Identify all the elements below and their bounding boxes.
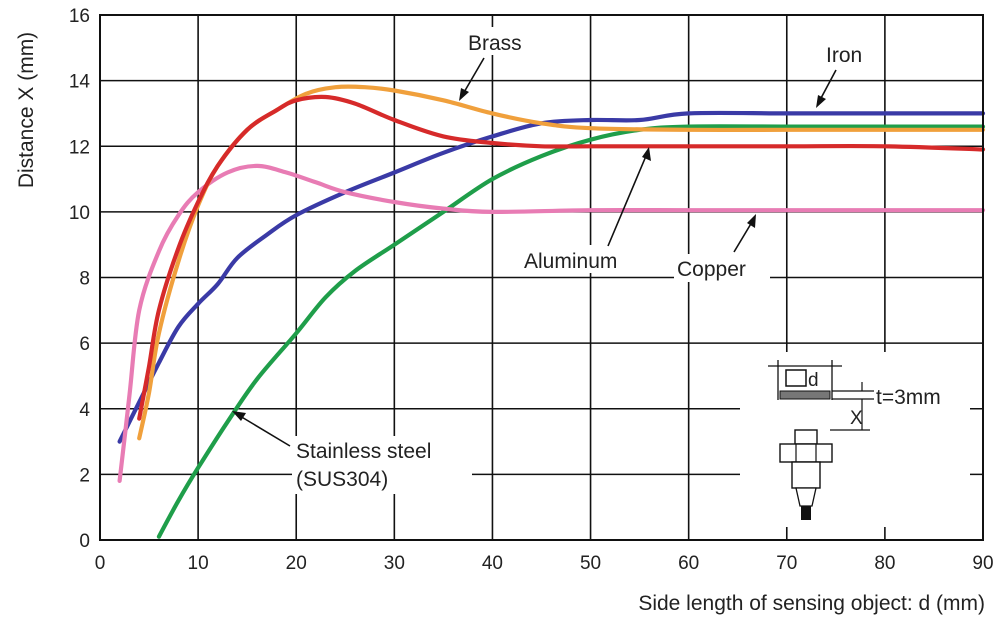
brass-leader [462,57,485,95]
stainless-label-line1: Stainless steel [296,440,431,463]
iron-label: Iron [826,44,862,67]
stainless-label-bg [292,436,472,494]
y-tick-label: 8 [79,269,90,290]
aluminum-leader [607,155,647,247]
copper-arrowhead [747,214,756,228]
t-label: t=3mm [876,386,941,409]
x-tick-label: 30 [384,553,405,574]
stainless-arrowhead [232,411,246,421]
y-tick-label: 2 [79,465,90,486]
y-tick-label: 14 [69,72,91,93]
x-dim-label: X [850,408,863,429]
y-tick-label: 4 [79,400,90,421]
y-axis-title: Distance X (mm) [15,32,38,188]
aluminum-label-bg [520,245,644,273]
annotations: Brass Iron Aluminum Copper Stainless ste… [232,27,878,494]
aluminum-arrowhead [642,147,651,161]
square-symbol [785,369,807,387]
sensor-nut [779,443,833,463]
x-axis-title: Side length of sensing object: d (mm) [638,592,985,615]
y-tick-label: 0 [79,531,90,552]
sensor-cable [801,506,811,520]
x-tick-label: 0 [95,553,106,574]
x-tick-label: 50 [580,553,601,574]
inset-background [740,352,970,527]
brass-label: Brass [468,32,522,55]
iron-arrowhead [816,95,826,108]
y-tick-label: 16 [69,6,90,27]
x-tick-label: 20 [286,553,307,574]
x-tick-label: 10 [188,553,209,574]
y-tick-label: 10 [69,203,90,224]
tick-labels: 0 10 20 30 40 50 60 70 80 90 0 2 4 6 8 10 12 14 16 [69,6,994,574]
brass-label-bg [465,27,537,55]
copper-curve [117,163,986,483]
aluminum-curve [137,94,986,421]
x-tick-label: 90 [972,553,993,574]
stainless-label-line2: (SUS304) [296,468,388,491]
stainless-leader [239,415,291,447]
sensor-body [791,461,821,489]
brass-curve [137,84,986,441]
brass-arrowhead [459,88,469,101]
x-tick-label: 80 [874,553,895,574]
iron-curve [117,110,986,444]
copper-leader [733,221,753,253]
x-tick-label: 60 [678,553,699,574]
d-label: d [808,370,819,391]
aluminum-label: Aluminum [524,250,617,273]
plot-frame [99,14,984,541]
y-tick-label: 6 [79,334,90,355]
sensor-tail [795,487,817,507]
iron-label-bg [822,40,878,68]
copper-label: Copper [677,258,746,281]
iron-leader [819,69,837,101]
stainless-steel-curve [156,124,986,539]
y-tick-label: 12 [69,137,90,158]
x-tick-label: 70 [776,553,797,574]
sensor-inset-diagram: d t=3mm X [740,352,970,527]
x-tick-label: 40 [482,553,503,574]
sensor-head [794,429,818,445]
copper-label-bg [674,254,770,282]
target-plate [779,390,831,400]
curves [117,84,986,539]
